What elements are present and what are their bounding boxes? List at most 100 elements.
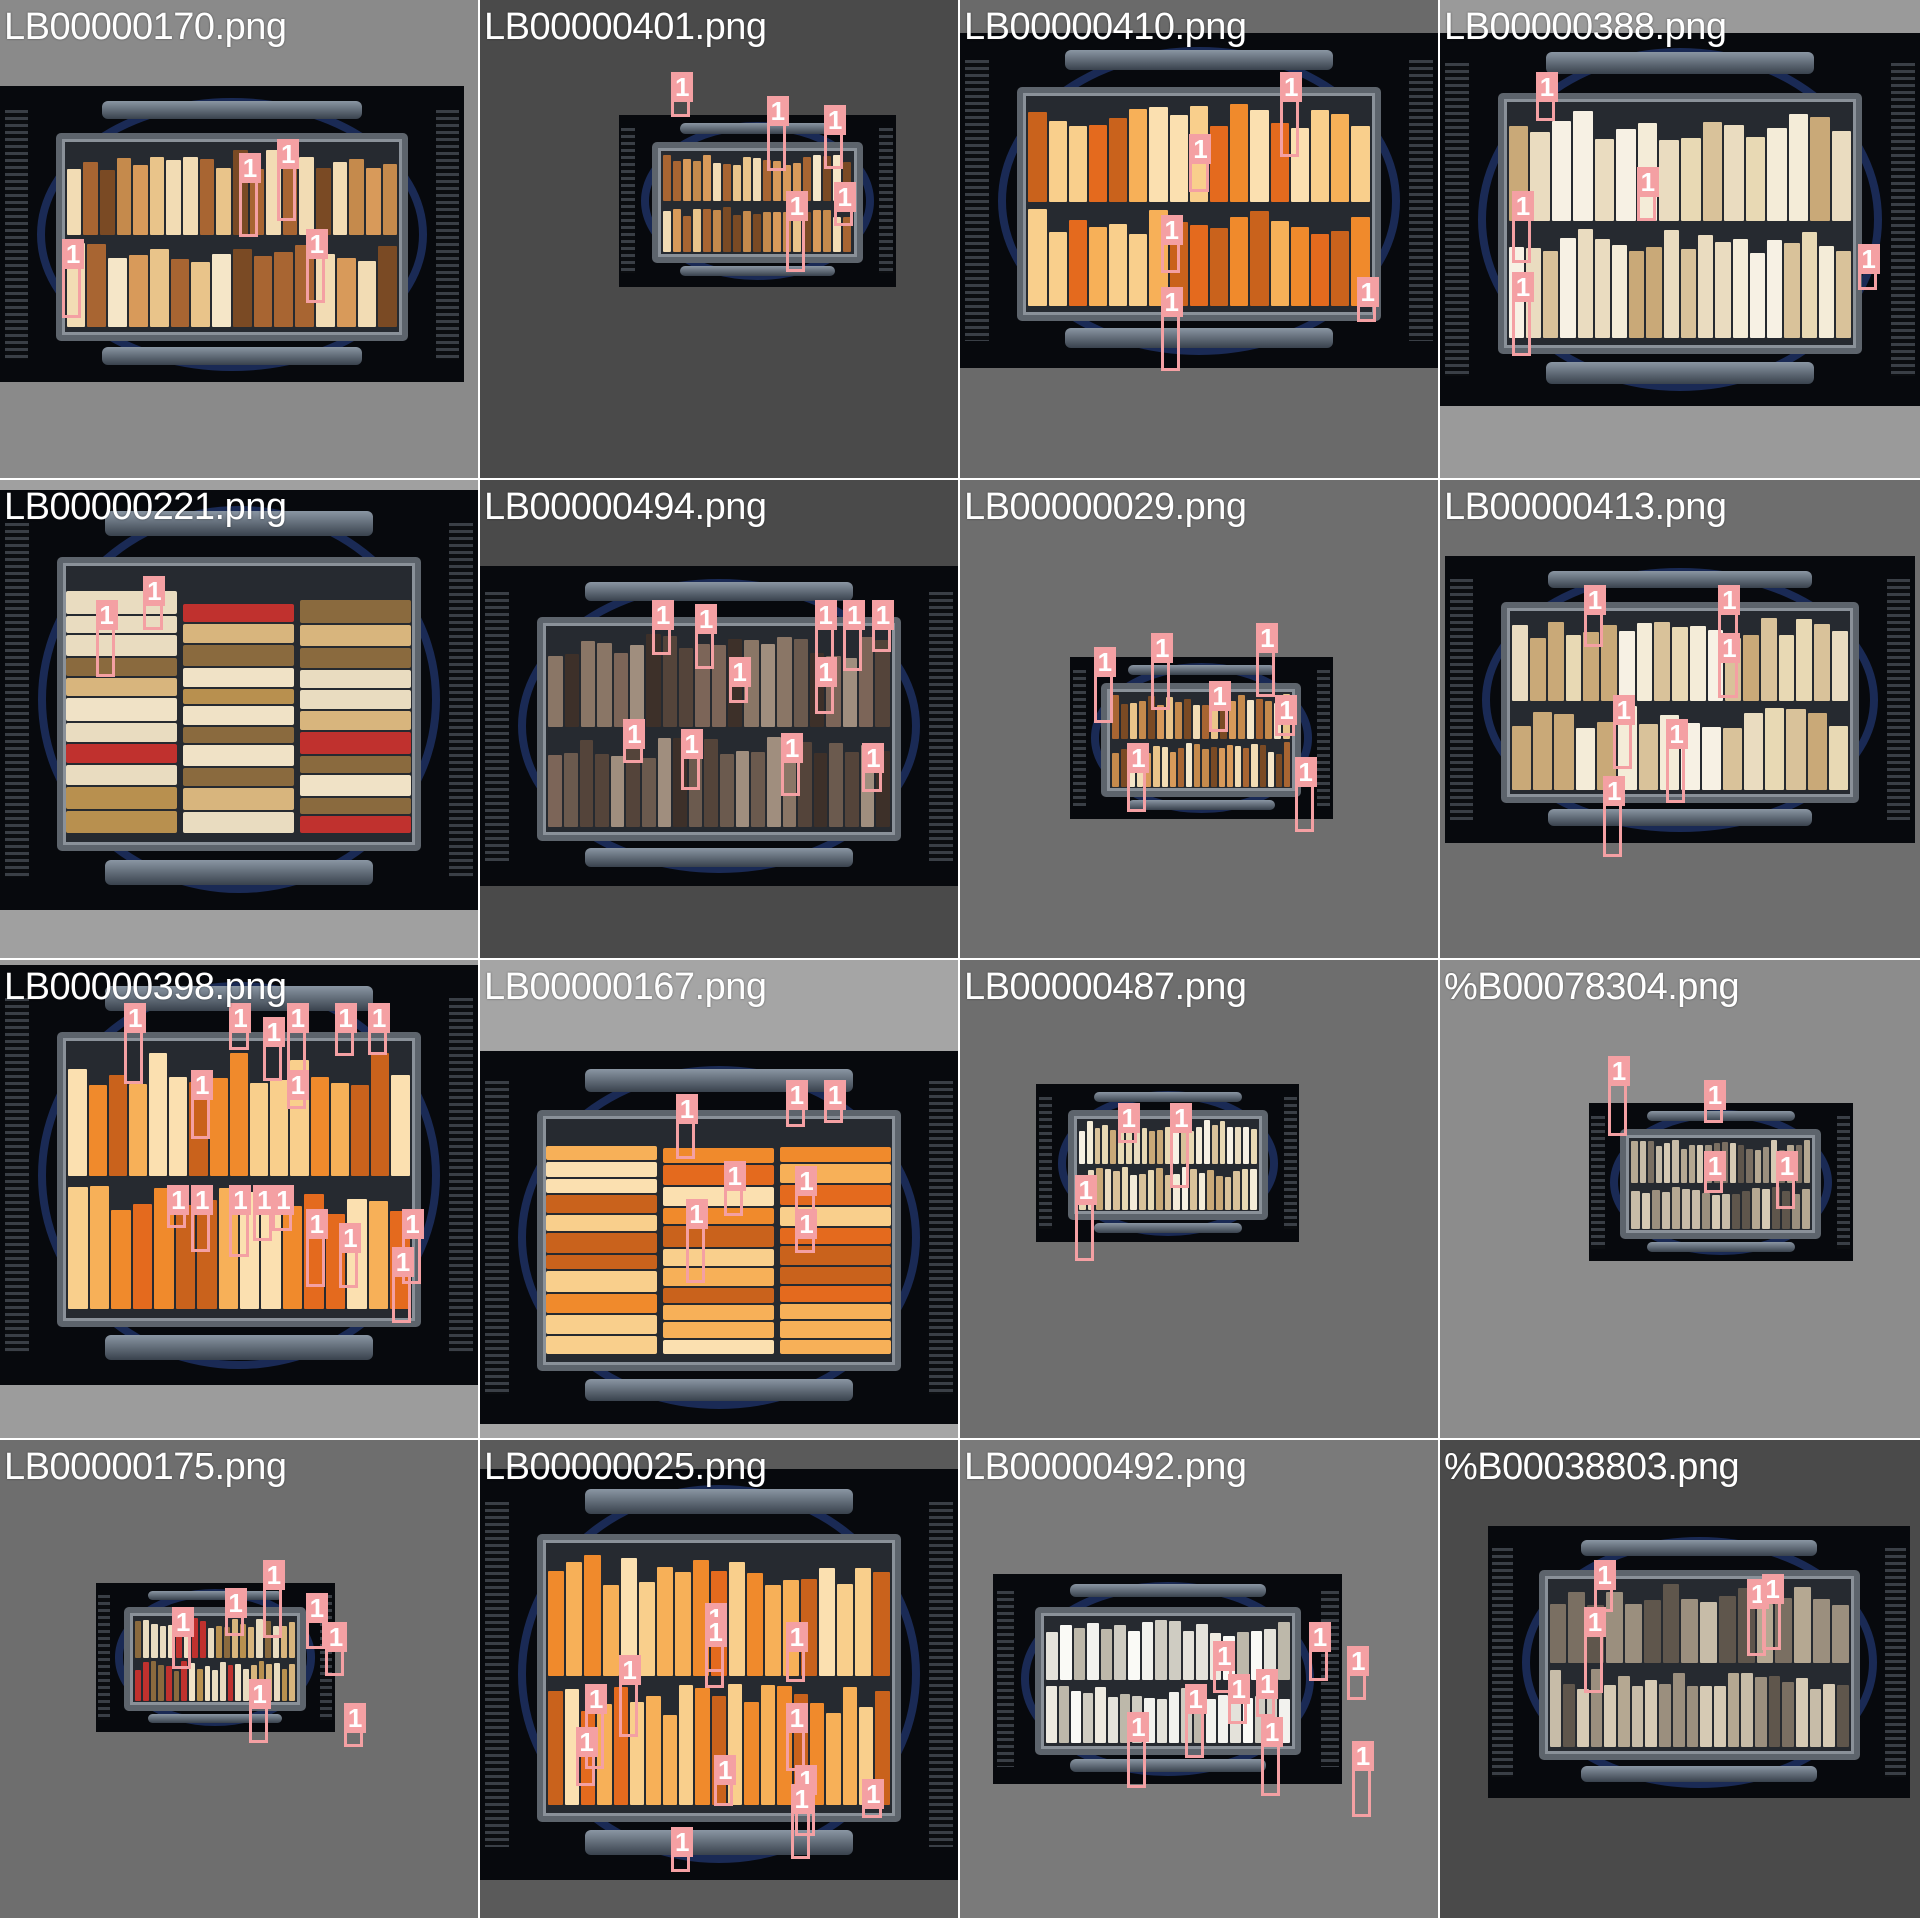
- book: [584, 1555, 601, 1676]
- book: [875, 640, 890, 728]
- book: [1229, 701, 1237, 739]
- book: [1259, 745, 1266, 787]
- roller-rail: [102, 100, 362, 119]
- book: [1110, 1130, 1117, 1164]
- book: [273, 1663, 280, 1702]
- book-row: [543, 731, 894, 827]
- book: [842, 1687, 857, 1806]
- book: [1680, 248, 1697, 339]
- book: [1351, 125, 1370, 202]
- detection-label: 1: [1704, 1079, 1726, 1110]
- book-row: [1074, 1166, 1262, 1210]
- book: [546, 1271, 658, 1292]
- book: [1638, 723, 1658, 790]
- book: [1749, 253, 1766, 339]
- roller-rail: [1094, 1223, 1242, 1233]
- book: [143, 1619, 150, 1659]
- detection-label: 1: [1351, 1741, 1374, 1772]
- book: [548, 754, 562, 827]
- book-row: [1504, 109, 1857, 222]
- book: [1701, 1192, 1710, 1230]
- book: [1686, 1685, 1699, 1748]
- book: [1646, 246, 1662, 339]
- book: [1731, 1194, 1740, 1230]
- book: [763, 160, 772, 202]
- book: [1664, 1142, 1671, 1183]
- book: [316, 167, 331, 236]
- book: [1205, 1699, 1217, 1744]
- book: [1130, 702, 1138, 739]
- book: [813, 753, 828, 827]
- book-crate: [537, 617, 901, 842]
- book: [803, 157, 812, 202]
- detection-label: 1: [824, 105, 847, 136]
- book: [1718, 1595, 1736, 1664]
- book: [216, 167, 231, 236]
- book: [1048, 121, 1067, 202]
- book-row: [62, 147, 402, 236]
- book-stack: [63, 574, 180, 834]
- book: [1210, 126, 1229, 202]
- book: [1155, 1620, 1167, 1680]
- roller-rail: [679, 123, 835, 134]
- book: [844, 752, 859, 827]
- book: [1250, 210, 1269, 307]
- book: [371, 1053, 390, 1177]
- book: [1107, 1697, 1118, 1744]
- book: [1094, 1127, 1101, 1164]
- detection-label: 1: [652, 599, 675, 630]
- side-grille: [1885, 1547, 1907, 1777]
- book: [1727, 1672, 1740, 1748]
- book: [256, 1619, 263, 1659]
- book: [1233, 1170, 1240, 1210]
- book: [1112, 695, 1120, 739]
- book: [679, 1685, 694, 1806]
- book: [1784, 243, 1800, 339]
- scanner-photo: [0, 86, 464, 383]
- book: [1141, 1622, 1154, 1680]
- book: [1125, 1126, 1132, 1164]
- grid-cell: LB00000175.png 1 1 1 1 1 1 1: [0, 1440, 480, 1920]
- side-grille: [1449, 579, 1474, 821]
- detection-label: 1: [1160, 286, 1183, 317]
- book: [282, 1205, 303, 1310]
- book: [798, 742, 812, 827]
- book: [89, 1185, 110, 1310]
- book: [300, 600, 412, 623]
- detection-label: 1: [1151, 632, 1174, 663]
- image-filename: LB00000398.png: [4, 966, 287, 1008]
- book: [1688, 1144, 1696, 1183]
- book: [191, 1617, 198, 1659]
- grid-cell: LB00000494.png 1 1 1 1 1 1 1 1 1 1 1: [480, 480, 960, 960]
- book: [1310, 110, 1330, 202]
- detection-label: 1: [224, 1588, 247, 1619]
- book: [128, 1084, 148, 1177]
- book: [753, 157, 762, 202]
- book: [1243, 1127, 1249, 1164]
- detection-label: 1: [1718, 585, 1741, 616]
- book: [1138, 1174, 1146, 1210]
- book: [1768, 1675, 1781, 1748]
- book: [1823, 1684, 1836, 1748]
- book: [630, 645, 645, 728]
- roller-rail: [102, 346, 362, 365]
- detection-label: 1: [1280, 71, 1303, 102]
- book: [300, 816, 412, 833]
- detection-label: 1: [305, 229, 328, 260]
- book: [1809, 1688, 1822, 1748]
- grid-cell: LB00000221.png 1 1: [0, 480, 480, 960]
- book: [151, 1623, 158, 1659]
- book: [1086, 1121, 1093, 1164]
- book: [1549, 1669, 1562, 1748]
- book: [1230, 104, 1249, 202]
- book: [1133, 1130, 1140, 1164]
- book: [66, 678, 178, 697]
- book: [350, 1084, 370, 1177]
- detection-label: 1: [795, 1165, 818, 1196]
- book: [295, 244, 314, 328]
- book: [1121, 704, 1129, 739]
- image-filename: LB00000494.png: [484, 486, 767, 528]
- book: [1568, 1591, 1586, 1664]
- detection-label: 1: [1761, 1573, 1784, 1604]
- detection-label: 1: [1718, 632, 1741, 663]
